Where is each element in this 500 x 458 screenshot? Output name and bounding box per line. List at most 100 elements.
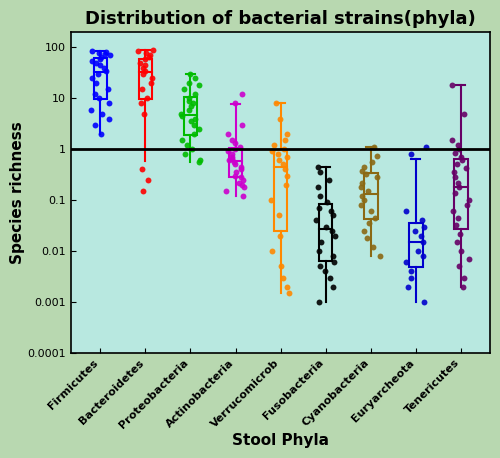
Point xyxy=(235,179,243,186)
Point xyxy=(231,172,239,180)
Point xyxy=(92,79,100,87)
Point xyxy=(187,118,195,125)
Point xyxy=(457,247,465,255)
Point xyxy=(144,53,152,60)
Point xyxy=(281,136,289,144)
Point xyxy=(450,169,458,176)
Point xyxy=(360,196,368,204)
Point xyxy=(314,163,322,170)
Point xyxy=(231,140,239,147)
Point xyxy=(238,181,246,188)
Point xyxy=(275,212,283,219)
Point xyxy=(189,99,197,107)
Point xyxy=(228,136,236,144)
Point xyxy=(106,52,114,59)
Point xyxy=(370,214,378,221)
Point xyxy=(140,56,148,63)
Point xyxy=(328,283,336,290)
Point xyxy=(281,166,289,173)
Point xyxy=(239,176,247,184)
Point xyxy=(236,143,244,151)
Point xyxy=(454,161,462,168)
Bar xyxy=(409,224,422,267)
Point xyxy=(466,255,473,262)
Point xyxy=(315,204,323,212)
Bar xyxy=(319,204,332,261)
Point xyxy=(237,174,245,181)
Point xyxy=(404,283,412,290)
Point xyxy=(460,274,468,281)
Point xyxy=(368,159,376,166)
Point xyxy=(98,130,106,137)
Point xyxy=(283,153,291,161)
Point xyxy=(196,125,203,132)
Point xyxy=(358,179,366,186)
Point xyxy=(237,163,245,170)
Point xyxy=(100,64,108,71)
Point xyxy=(104,86,112,93)
Point xyxy=(96,61,104,69)
Point xyxy=(459,283,467,290)
Point xyxy=(312,217,320,224)
Point xyxy=(222,187,230,195)
Point xyxy=(283,283,291,290)
Point xyxy=(358,192,366,200)
Point xyxy=(362,171,370,178)
Point xyxy=(91,121,99,129)
Point xyxy=(95,49,103,56)
Point xyxy=(238,166,246,173)
Point xyxy=(181,150,189,158)
Point xyxy=(239,192,247,200)
Point xyxy=(370,143,378,151)
Point xyxy=(196,157,203,164)
Point xyxy=(331,232,339,239)
Point xyxy=(316,192,324,200)
Point xyxy=(402,259,410,266)
Point xyxy=(360,163,368,170)
Point xyxy=(87,106,95,113)
Point xyxy=(278,161,286,168)
Point xyxy=(328,227,336,234)
Point xyxy=(274,150,282,158)
Point xyxy=(191,91,199,98)
Point xyxy=(231,99,239,107)
Point xyxy=(190,130,198,137)
Point xyxy=(185,95,193,102)
Point xyxy=(411,227,419,234)
Point xyxy=(88,57,96,64)
Point xyxy=(230,161,238,168)
Point xyxy=(188,146,196,153)
Point xyxy=(134,47,142,55)
Point xyxy=(96,95,104,102)
Point xyxy=(448,82,456,89)
Y-axis label: Species richness: Species richness xyxy=(10,121,24,264)
Point xyxy=(364,187,372,195)
Point xyxy=(276,232,284,239)
Point xyxy=(451,174,459,181)
Point xyxy=(186,71,194,78)
Bar xyxy=(364,174,378,219)
Point xyxy=(376,252,384,260)
Point xyxy=(232,146,239,153)
Point xyxy=(176,110,184,117)
Point xyxy=(278,262,285,270)
Point xyxy=(185,97,193,104)
Point xyxy=(368,207,376,215)
Point xyxy=(360,227,368,234)
Point xyxy=(464,202,471,209)
Point xyxy=(88,47,96,55)
Point xyxy=(462,165,469,172)
Point xyxy=(449,207,457,215)
Point xyxy=(185,106,193,113)
Point xyxy=(420,298,428,305)
Point xyxy=(452,222,460,229)
Point xyxy=(141,61,149,69)
Point xyxy=(373,174,381,181)
Point xyxy=(418,232,426,239)
Point xyxy=(328,207,336,215)
Point xyxy=(138,71,146,78)
Point xyxy=(317,238,325,245)
Point xyxy=(276,115,284,122)
Point xyxy=(456,230,464,237)
Point xyxy=(407,150,415,158)
